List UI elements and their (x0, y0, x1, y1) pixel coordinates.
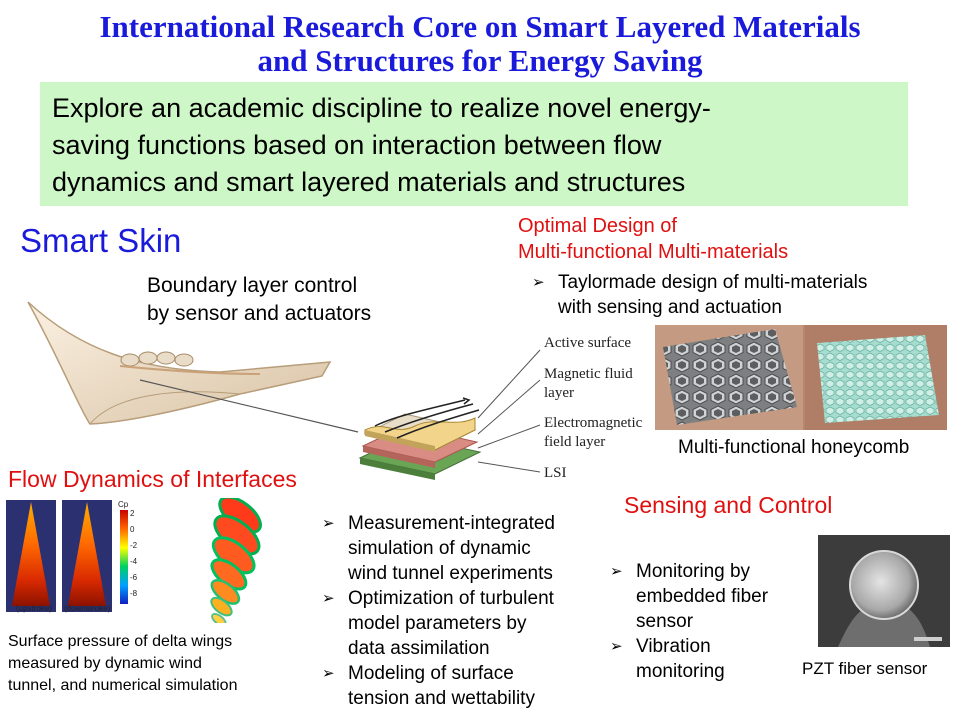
layer-label-lsi: LSI (544, 465, 567, 481)
sensing-bullet: ➢ Monitoring by embedded fiber sensor (610, 559, 810, 634)
flow-bullet-1-line: Measurement-integrated (348, 513, 555, 534)
sensing-bullets: ➢ Monitoring by embedded fiber sensor ➢ … (610, 559, 810, 684)
flow-bullet-3-line: tension and wettability (348, 688, 535, 709)
title-line-2: and Structures for Energy Saving (257, 43, 703, 78)
honeycomb-photo (655, 325, 947, 430)
layer-label-magnetic-fluid: Magnetic fluid layer (544, 365, 633, 403)
smart-skin-heading: Smart Skin (20, 222, 182, 259)
bullet-arrow-icon: ➢ (322, 590, 335, 607)
title-line-1: International Research Core on Smart Lay… (99, 9, 861, 44)
panel-upstroke-label: (upstroke) (16, 604, 53, 613)
bullet-arrow-icon: ➢ (322, 665, 335, 682)
flow-bullet-2-line: Optimization of turbulent (348, 588, 554, 609)
bullet-arrow-icon: ➢ (610, 563, 623, 580)
flow-bullet-1-line: wind tunnel experiments (348, 563, 553, 584)
flow-bullet: ➢ Modeling of surface tension and wettab… (322, 661, 592, 711)
layer-label-electromagnetic-line-2: field layer (544, 434, 606, 450)
sensing-control-heading: Sensing and Control (624, 492, 833, 518)
boundary-layer-line-1: Boundary layer control (147, 274, 358, 297)
boundary-layer-caption: Boundary layer control by sensor and act… (147, 272, 371, 328)
flow-bullet-2-line: model parameters by (348, 613, 527, 634)
honeycomb-caption: Multi-functional honeycomb (678, 437, 910, 458)
layered-structure-image (358, 397, 482, 480)
page-title: International Research Core on Smart Lay… (0, 10, 960, 78)
bullet-arrow-icon: ➢ (610, 638, 623, 655)
delta-wing-pressure-maps (6, 500, 128, 612)
flow-bullets: ➢ Measurement-integrated simulation of d… (322, 511, 592, 711)
optimal-design-bullet: ➢ Taylormade design of multi-materials w… (532, 270, 932, 320)
colorbar-tick: 2 (130, 509, 135, 518)
colorbar-tick: -4 (130, 557, 138, 566)
summary-box (40, 82, 908, 206)
flow-bullet: ➢ Optimization of turbulent model parame… (322, 586, 592, 661)
surface-pressure-caption-line-1: Surface pressure of delta wings (8, 633, 233, 650)
optimal-design-bullet-line-2: with sensing and actuation (558, 297, 782, 318)
layer-label-active-surface: Active surface (544, 335, 632, 351)
pzt-fiber-sensor-image (818, 535, 950, 647)
layer-label-magnetic-fluid-line-2: layer (544, 385, 574, 401)
layer-label-electromagnetic-line-1: Electromagnetic (544, 415, 643, 431)
flow-bullet: ➢ Measurement-integrated simulation of d… (322, 511, 592, 586)
summary-line-2: saving functions based on interaction be… (52, 130, 662, 160)
flow-bullet-1-line: simulation of dynamic (348, 538, 531, 559)
summary-text: Explore an academic discipline to realiz… (52, 90, 872, 201)
flow-dynamics-heading: Flow Dynamics of Interfaces (8, 466, 297, 492)
optimal-design-heading-line-2: Multi-functional Multi-materials (518, 241, 789, 263)
colorbar-tick: -2 (130, 541, 138, 550)
sensing-bullet-1-line: embedded fiber (636, 586, 769, 607)
colorbar-tick: -8 (130, 589, 138, 598)
flow-bullet-2-line: data assimilation (348, 638, 490, 659)
sensing-bullet-2-line: Vibration (636, 636, 711, 657)
optimal-design-heading-line-1: Optimal Design of (518, 215, 677, 237)
bullet-arrow-icon: ➢ (322, 515, 335, 532)
summary-line-1: Explore an academic discipline to realiz… (52, 93, 711, 123)
sensing-bullet-2-line: monitoring (636, 661, 725, 682)
sensing-bullet: ➢ Vibration monitoring (610, 634, 810, 684)
vortex-simulation-image (210, 498, 262, 623)
colorbar-tick: 0 (130, 525, 135, 534)
layer-label-magnetic-fluid-line-1: Magnetic fluid (544, 366, 633, 382)
surface-pressure-caption-line-3: tunnel, and numerical simulation (8, 677, 238, 694)
pzt-fiber-caption: PZT fiber sensor (802, 659, 928, 678)
surface-pressure-caption-line-2: measured by dynamic wind (8, 655, 202, 672)
colorbar-ticks: 2 0 -2 -4 -6 -8 (130, 506, 137, 602)
sensing-bullet-1-line: sensor (636, 611, 694, 632)
summary-line-3: dynamics and smart layered materials and… (52, 167, 686, 197)
optimal-design-bullet-line-1: Taylormade design of multi-materials (558, 272, 868, 293)
sensing-bullet-1-line: Monitoring by (636, 561, 751, 582)
optimal-design-heading: Optimal Design of Multi-functional Multi… (518, 213, 788, 265)
colorbar-label: Cp (118, 500, 129, 509)
panel-downstroke-label: (downstroke) (64, 604, 111, 613)
colorbar-tick: -6 (130, 573, 138, 582)
layer-label-electromagnetic: Electromagnetic field layer (544, 414, 642, 452)
blended-wing-aircraft-image (27, 301, 332, 425)
surface-pressure-caption: Surface pressure of delta wings measured… (8, 631, 298, 697)
boundary-layer-line-2: by sensor and actuators (147, 302, 372, 325)
flow-bullet-3-line: Modeling of surface (348, 663, 514, 684)
bullet-arrow-icon: ➢ (532, 274, 545, 291)
